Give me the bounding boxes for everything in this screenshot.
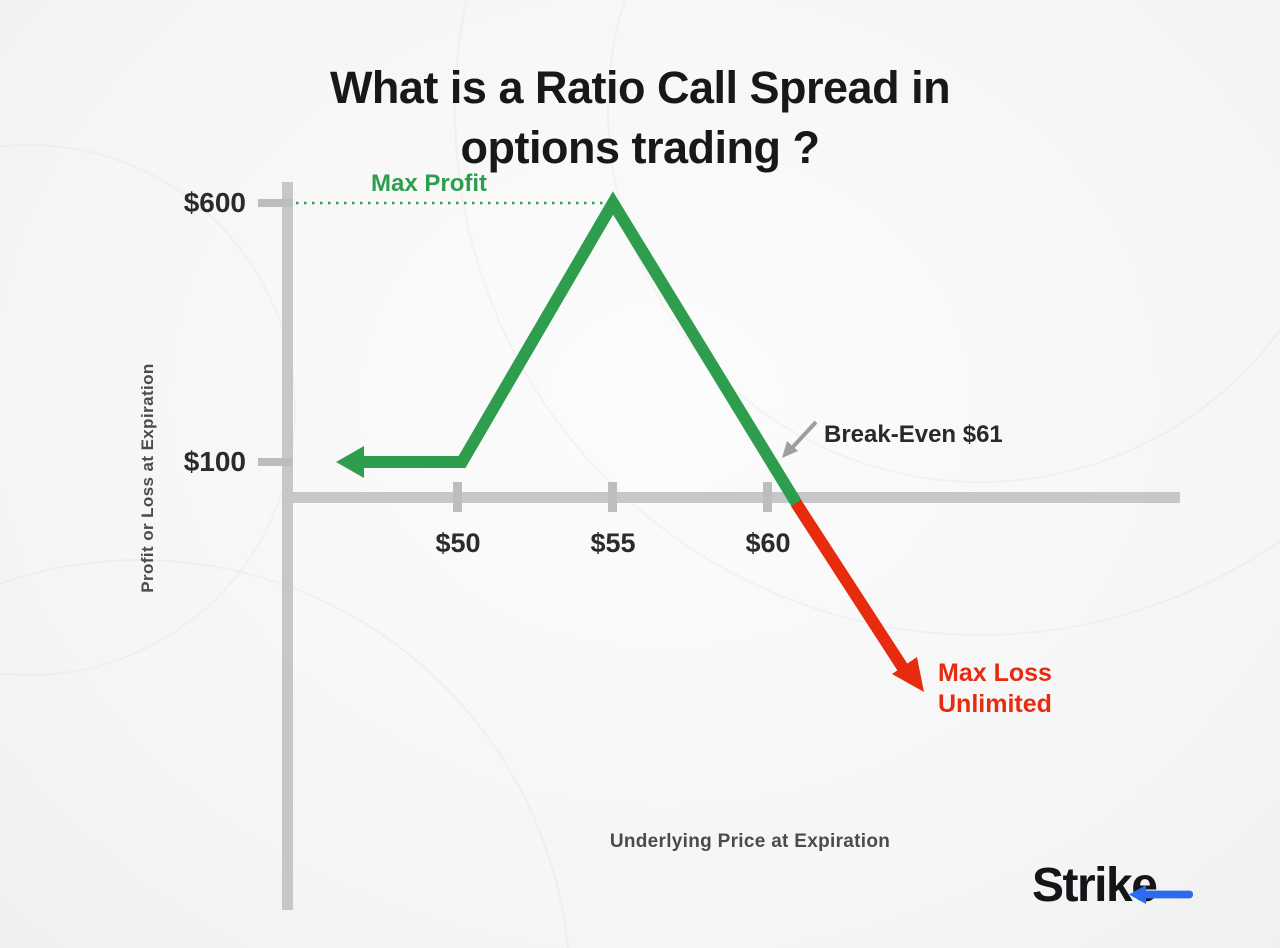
payoff-line-loss xyxy=(790,499,909,672)
y-tick-label-100: $100 xyxy=(183,446,246,477)
x-tick-label-50: $50 xyxy=(435,528,481,558)
x-tick-label-60: $60 xyxy=(745,528,791,558)
strike-logo-arrow-icon xyxy=(1129,885,1193,904)
payoff-line-profit xyxy=(358,191,803,508)
max-profit-annotation: Max Profit xyxy=(371,170,488,197)
x-tick-label-55: $55 xyxy=(590,528,636,558)
break-even-arrowhead xyxy=(782,441,798,458)
x-tick-60 xyxy=(763,482,772,512)
strike-logo-text: Strike xyxy=(1032,859,1158,912)
x-axis-label: Underlying Price at Expiration xyxy=(609,831,891,852)
max-loss-arrowhead xyxy=(892,657,924,692)
y-axis-label: Profit or Loss at Expiration xyxy=(138,363,157,593)
x-tick-50 xyxy=(453,482,462,512)
max-loss-annotation: Max Loss Unlimited xyxy=(938,658,1052,719)
strike-logo: Strike xyxy=(1032,858,1193,913)
break-even-arrow-shaft xyxy=(788,420,818,452)
x-axis xyxy=(282,492,1180,503)
y-tick-label-600: $600 xyxy=(183,187,246,218)
max-loss-line1: Max Loss xyxy=(938,659,1052,687)
x-tick-55 xyxy=(608,482,617,512)
y-tick-100 xyxy=(258,458,293,466)
page-title: What is a Ratio Call Spread in options t… xyxy=(0,58,1280,178)
break-even-annotation: Break-Even $61 xyxy=(824,421,1003,448)
payoff-line-left-arrowhead xyxy=(336,446,364,478)
y-tick-600 xyxy=(258,199,293,207)
y-axis xyxy=(282,182,293,910)
max-loss-line2: Unlimited xyxy=(938,689,1052,718)
page-title-text: What is a Ratio Call Spread in options t… xyxy=(329,62,951,173)
